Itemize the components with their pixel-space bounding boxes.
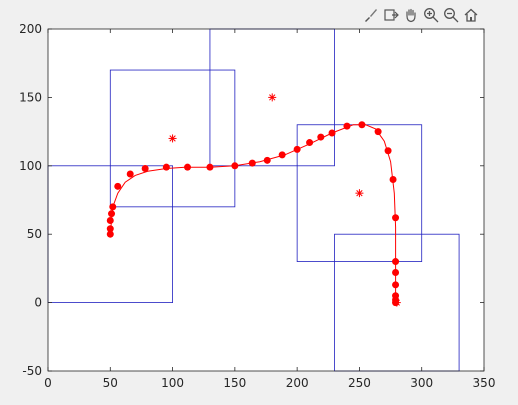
path-curve-layer (109, 124, 397, 303)
path-point (293, 145, 301, 153)
path-point (126, 170, 134, 178)
path-point (248, 159, 256, 167)
zoom-out-icon[interactable] (442, 6, 460, 24)
axes-box (47, 28, 485, 372)
path-point (106, 225, 114, 233)
path-point (328, 129, 336, 137)
x-tick-label: 250 (348, 376, 371, 390)
path-point (392, 258, 400, 266)
x-tick-label: 200 (286, 376, 309, 390)
path-point (206, 163, 214, 171)
star-marker (168, 134, 177, 143)
y-tick-label: 150 (19, 90, 42, 104)
x-tick-label: 350 (473, 376, 496, 390)
zoom-in-icon[interactable] (422, 6, 440, 24)
x-tick-label: 300 (410, 376, 433, 390)
path-curve (109, 124, 397, 303)
y-tick-label: 50 (27, 227, 42, 241)
x-tick-label: 0 (44, 376, 52, 390)
path-point (343, 122, 351, 130)
path-point (141, 165, 149, 173)
brush-icon[interactable] (362, 6, 380, 24)
path-point (389, 175, 397, 183)
path-point (108, 210, 116, 218)
plot-area (48, 29, 484, 371)
path-point (374, 128, 382, 136)
path-point (392, 214, 400, 222)
x-tick-label: 100 (161, 376, 184, 390)
home-icon[interactable] (462, 6, 480, 24)
path-point (184, 163, 192, 171)
y-tick-label: 100 (19, 159, 42, 173)
star-markers-layer (168, 93, 401, 307)
path-point (231, 162, 239, 170)
path-point (263, 156, 271, 164)
path-point (317, 133, 325, 141)
figure-toolbar (362, 6, 480, 26)
path-point (384, 147, 392, 155)
star-marker (392, 298, 401, 307)
path-point (358, 121, 366, 129)
path-point (392, 269, 400, 277)
path-point (109, 203, 117, 211)
x-tick-label: 150 (223, 376, 246, 390)
path-points-layer (106, 121, 400, 307)
star-marker (355, 189, 364, 198)
path-point (114, 182, 122, 190)
y-tick-label: 0 (34, 296, 42, 310)
pan-hand-icon[interactable] (402, 6, 420, 24)
path-point (306, 139, 314, 147)
x-tick-label: 50 (103, 376, 118, 390)
path-point (278, 151, 286, 159)
path-point (106, 217, 114, 225)
y-tick-label: -50 (22, 364, 42, 378)
export-icon[interactable] (382, 6, 400, 24)
path-point (106, 230, 114, 238)
star-marker (268, 93, 277, 102)
rectangle-2 (109, 69, 236, 208)
y-tick-label: 200 (19, 22, 42, 36)
path-point (162, 163, 170, 171)
path-point (392, 281, 400, 289)
